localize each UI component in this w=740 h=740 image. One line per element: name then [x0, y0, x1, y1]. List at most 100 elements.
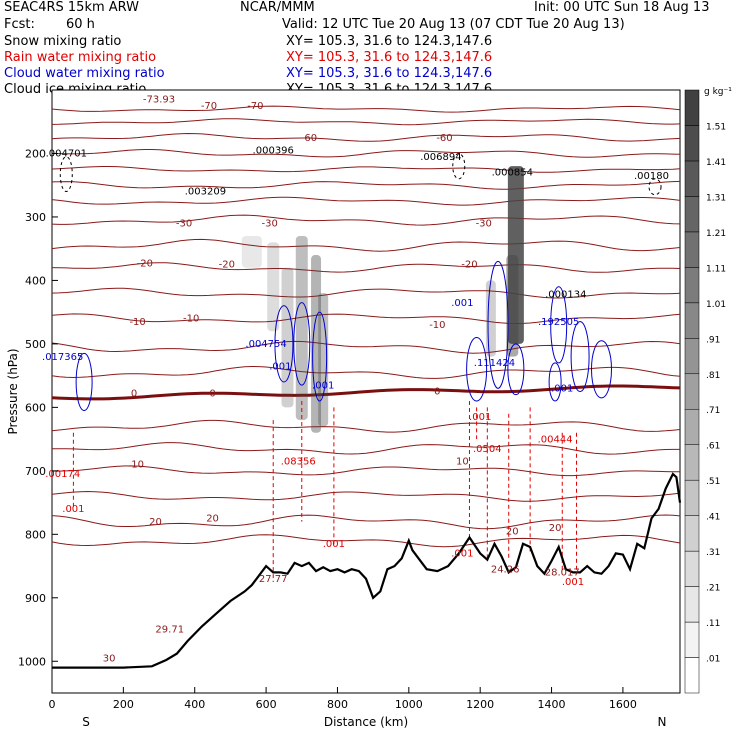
surface-value-label: 27.77 — [259, 574, 288, 585]
colorbar-swatch — [684, 231, 700, 268]
colorbar-level-label: .31 — [706, 548, 720, 558]
colorbar-swatch — [684, 89, 700, 126]
cloud-ice-shading — [507, 166, 524, 344]
snow-ice-maximum-label: .004701 — [46, 149, 87, 160]
colorbar-level-label: 1.21 — [706, 229, 726, 239]
rain-water-maximum-label: .0504 — [473, 444, 502, 455]
isotherm-contour — [51, 238, 681, 252]
y-tick-label: 300 — [25, 211, 46, 224]
colorbar-swatch — [684, 586, 700, 623]
colorbar-swatch — [684, 196, 700, 233]
cloud-ice-shading — [506, 255, 519, 357]
valid-time: Valid: 12 UTC Tue 20 Aug 13 (07 CDT Tue … — [282, 17, 625, 32]
isotherm-contour — [51, 514, 681, 530]
isotherm-label: 10 — [131, 460, 144, 471]
y-tick-label: 500 — [25, 338, 46, 351]
isotherm-label: -70 — [247, 101, 263, 112]
y-axis-title: Pressure (hPa) — [6, 348, 20, 434]
isotherm-label: 20 — [149, 517, 162, 528]
isotherm-label: -70 — [201, 101, 217, 112]
surface-value-label: 28.017 — [545, 568, 580, 579]
cloud-ice-shading — [311, 255, 322, 433]
isotherm-label: -60 — [301, 133, 317, 144]
colorbar-swatch — [684, 444, 700, 481]
cloud-water-contour — [75, 352, 93, 412]
cloud-ice-shading — [281, 267, 294, 408]
snow-contour — [648, 178, 662, 196]
north-label: N — [658, 715, 667, 729]
isotherm-contour — [51, 340, 681, 354]
south-label: S — [82, 715, 90, 729]
isotherm-label: -30 — [261, 218, 277, 229]
cloud-water-maximum-label: .004754 — [245, 339, 286, 350]
isotherm-label: 10 — [456, 456, 469, 467]
isotherm-contour — [51, 365, 681, 379]
colorbar-level-label: 1.31 — [706, 193, 726, 203]
field-snow-label: Snow mixing ratio — [4, 34, 122, 49]
isotherm-label: 20 — [549, 523, 562, 534]
model-name: SEAC4RS 15km ARW — [4, 0, 140, 15]
isotherm-contour — [51, 132, 681, 142]
cloud-water-maximum-label: .017365 — [42, 352, 83, 363]
field-rain-label: Rain water mixing ratio — [4, 50, 157, 65]
isotherm-contour — [51, 534, 681, 548]
cloud-water-contour — [548, 362, 562, 402]
colorbar-level-label: .41 — [706, 513, 720, 523]
cloud-water-contour — [507, 343, 525, 396]
model-source: NCAR/MMM — [240, 0, 315, 15]
x-tick-label: 1200 — [466, 698, 494, 711]
cloud-water-contour — [293, 302, 311, 386]
y-tick-label: 800 — [25, 528, 46, 541]
field-snow-xy: XY= 105.3, 31.6 to 124.3,147.6 — [286, 34, 493, 49]
colorbar-swatch — [684, 621, 700, 658]
surface-value-label: 24.26 — [491, 564, 520, 575]
rain-water-maximum-label: .001 — [323, 539, 345, 550]
x-tick-label: 1400 — [538, 698, 566, 711]
cloud-water-maximum-label: .001 — [451, 298, 473, 309]
colorbar-swatch — [684, 657, 700, 694]
cloud-water-contour — [274, 305, 294, 383]
rain-water-maximum-label: .08356 — [281, 456, 316, 467]
colorbar-swatch — [684, 125, 700, 162]
cloud-ice-shading — [485, 280, 496, 357]
snow-ice-maximum-label: .000396 — [253, 145, 294, 156]
rain-water-maximum-label: .001 — [451, 549, 473, 560]
isotherm-contour — [51, 465, 680, 477]
isotherm-label: -10 — [183, 314, 199, 325]
x-tick-label: 0 — [49, 698, 56, 711]
cloud-ice-shading — [241, 235, 262, 268]
cloud-water-maximum-label: .001 — [312, 380, 334, 391]
field-cloudwater-label: Cloud water mixing ratio — [4, 66, 165, 81]
isotherm-contour — [51, 166, 681, 173]
isotherm-contour — [51, 442, 680, 455]
cloud-water-maximum-label: .192505 — [538, 317, 579, 328]
colorbar-level-label: .01 — [706, 655, 720, 665]
colorbar-level-label: .51 — [706, 477, 720, 487]
isotherm-label: -10 — [429, 320, 445, 331]
rain-water-maximum-label: .00174 — [45, 469, 80, 480]
isotherm-label: -30 — [476, 218, 492, 229]
colorbar-level-label: .91 — [706, 335, 720, 345]
isotherm-label: -73.93 — [143, 95, 175, 106]
colorbar-level-label: .21 — [706, 584, 720, 594]
cloud-water-contour — [591, 340, 612, 399]
y-tick-label: 700 — [25, 465, 46, 478]
field-rain-xy: XY= 105.3, 31.6 to 124.3,147.6 — [286, 50, 493, 65]
isotherm-label: -20 — [461, 260, 477, 271]
colorbar-level-label: 1.41 — [706, 158, 726, 168]
snow-contour — [452, 152, 466, 180]
field-cloudwater-xy: XY= 105.3, 31.6 to 124.3,147.6 — [286, 66, 493, 81]
isotherm-label: -20 — [137, 258, 153, 269]
isotherm-contour — [51, 419, 681, 433]
colorbar-level-label: .61 — [706, 442, 720, 452]
isotherm-label: 20 — [206, 514, 219, 525]
colorbar-level-label: .81 — [706, 371, 720, 381]
y-tick-label: 900 — [25, 592, 46, 605]
cloud-water-maximum-label: .001 — [551, 384, 573, 395]
isotherm-label: -10 — [129, 317, 145, 328]
cloud-water-contour — [570, 321, 590, 393]
rain-water-maximum-label: .001 — [62, 504, 84, 515]
isotherm-contour — [51, 262, 681, 273]
x-axis-title: Distance (km) — [324, 715, 408, 729]
